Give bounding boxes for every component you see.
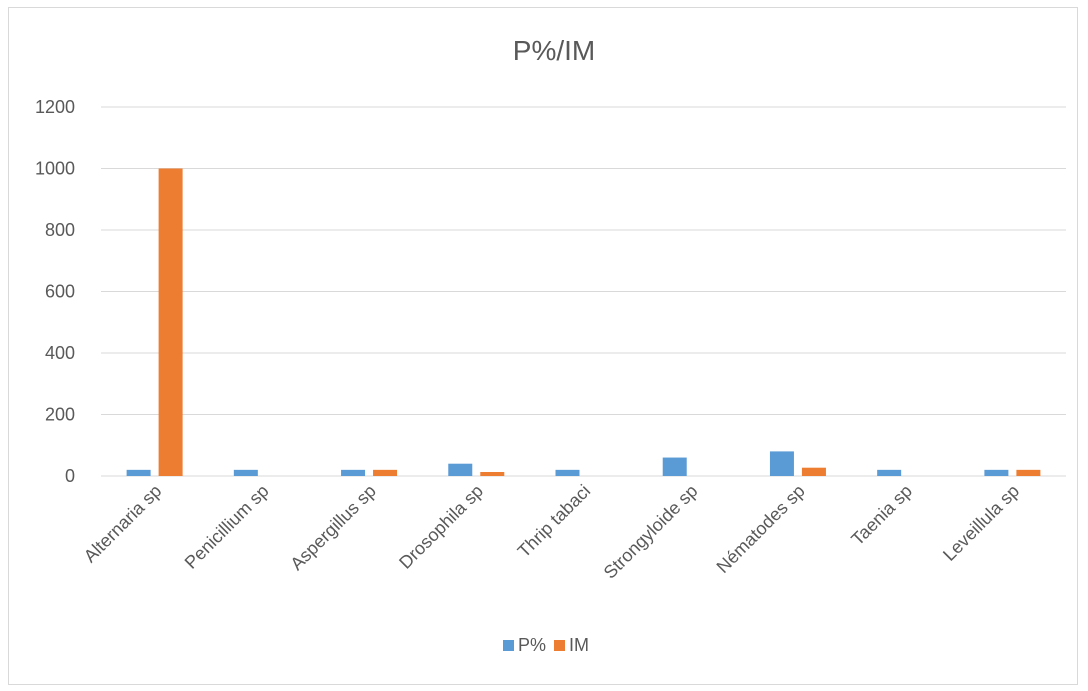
x-category-label: Alternaria sp <box>80 481 166 567</box>
bar <box>158 168 183 476</box>
bar <box>341 469 366 476</box>
x-axis-categories: Alternaria sp Penicillium sp Aspergillus s… <box>80 481 1023 583</box>
y-axis-ticks: 0 200 400 600 800 1000 1200 <box>35 97 75 486</box>
legend-label: IM <box>569 635 589 655</box>
x-category-label: Drosophila sp <box>395 481 487 573</box>
bar <box>801 467 826 476</box>
gridlines <box>101 106 1066 477</box>
x-category-label: Taenia sp <box>847 481 916 550</box>
legend: P% IM <box>503 635 589 655</box>
y-tick-label: 1200 <box>35 97 75 117</box>
x-category-label: Nématodes sp <box>713 481 809 577</box>
x-category-label: Strongyloide sp <box>600 481 702 583</box>
legend-swatch <box>554 640 565 651</box>
bar <box>373 469 398 476</box>
bar <box>877 469 902 476</box>
chart-svg: P%/IM 0 200 400 600 800 1000 1200 Alternaria s… <box>35 35 1066 655</box>
bar <box>126 469 151 476</box>
bar <box>769 451 794 476</box>
y-tick-label: 400 <box>45 343 75 363</box>
y-tick-label: 200 <box>45 405 75 425</box>
y-tick-label: 800 <box>45 220 75 240</box>
x-category-label: Aspergillus sp <box>287 481 380 574</box>
legend-label: P% <box>518 635 546 655</box>
bar <box>448 463 473 476</box>
bar <box>480 472 505 476</box>
bar <box>233 469 258 476</box>
y-tick-label: 1000 <box>35 159 75 179</box>
legend-swatch <box>503 640 514 651</box>
x-category-label: Leveillula sp <box>939 481 1023 565</box>
bar <box>984 469 1009 476</box>
bar <box>662 457 687 476</box>
bar <box>555 469 580 476</box>
bar <box>1016 469 1041 476</box>
x-category-label: Penicillium sp <box>181 481 273 573</box>
y-tick-label: 600 <box>45 282 75 302</box>
x-category-label: Thrip tabaci <box>514 481 595 562</box>
bars <box>126 168 1041 476</box>
chart-title: P%/IM <box>513 35 595 66</box>
chart-frame: P%/IM 0 200 400 600 800 1000 1200 Alternaria s… <box>8 7 1078 685</box>
y-tick-label: 0 <box>65 466 75 486</box>
